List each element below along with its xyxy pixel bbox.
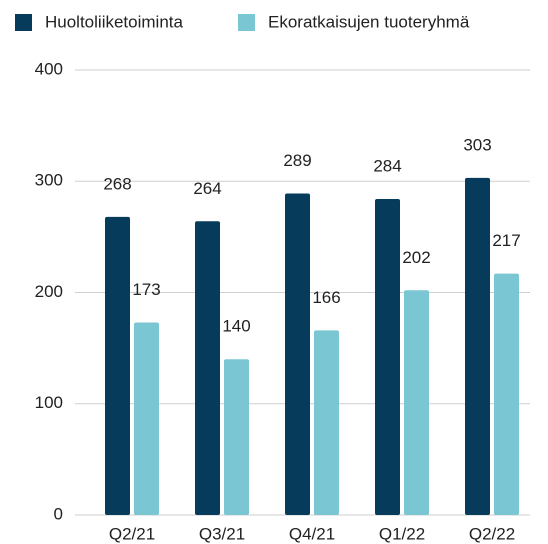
bar	[224, 359, 249, 515]
bar	[105, 216, 130, 515]
y-tick-label: 100	[35, 393, 63, 412]
data-label: 303	[463, 135, 491, 154]
data-label: 166	[312, 288, 340, 307]
data-label: 140	[222, 317, 250, 336]
bar	[494, 273, 519, 515]
data-label: 217	[492, 231, 520, 250]
legend-label: Ekoratkaisujen tuoteryhmä	[268, 12, 470, 31]
x-tick-label: Q2/21	[109, 524, 155, 543]
legend-swatch	[15, 14, 32, 31]
x-tick-label: Q1/22	[379, 524, 425, 543]
data-label: 289	[283, 151, 311, 170]
x-tick-label: Q3/21	[199, 524, 245, 543]
bar	[465, 177, 490, 515]
bar	[375, 199, 400, 516]
bar	[285, 193, 310, 516]
bar	[195, 221, 220, 516]
data-label: 173	[132, 280, 160, 299]
bar	[404, 290, 429, 515]
legend-swatch	[238, 14, 255, 31]
y-tick-label: 200	[35, 282, 63, 301]
data-label: 284	[373, 157, 401, 176]
data-label: 264	[193, 179, 221, 198]
y-tick-label: 300	[35, 171, 63, 190]
bar	[134, 322, 159, 515]
x-tick-label: Q4/21	[289, 524, 335, 543]
data-label: 202	[402, 248, 430, 267]
x-tick-label: Q2/22	[469, 524, 515, 543]
bar	[314, 330, 339, 515]
y-tick-label: 400	[35, 59, 63, 78]
legend-label: Huoltoliiketoiminta	[45, 12, 183, 31]
data-label: 268	[103, 174, 131, 193]
y-tick-label: 0	[54, 504, 63, 523]
